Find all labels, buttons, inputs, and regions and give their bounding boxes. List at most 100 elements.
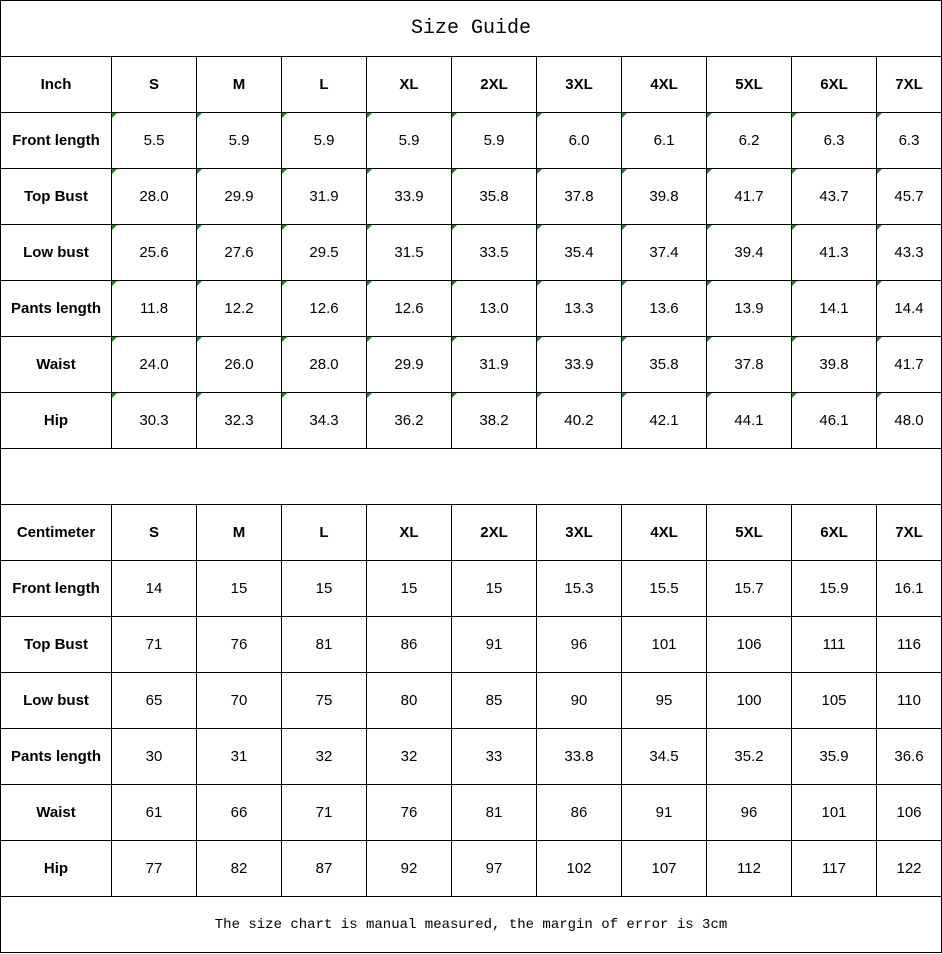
measurement-value: 35.9 [791,728,877,785]
measurement-value: 14.1 [791,280,877,337]
measurement-value: 6.3 [875,112,942,169]
table-row: Pants length 11.8 12.2 12.6 12.6 13.0 13.3 13.6… [0,280,942,337]
measurement-value: 5.9 [366,112,452,169]
measurement-value: 29.9 [196,168,282,225]
measurement-value: 46.1 [791,392,877,449]
measurement-value: 41.7 [706,168,792,225]
measurement-value: 75 [281,672,367,729]
measurement-value: 101 [621,616,707,673]
measurement-value: 39.8 [621,168,707,225]
measurement-value: 112 [706,840,792,897]
table-row: Hip 77 82 87 92 97 102 107 112 117 122 [0,840,942,897]
measurement-value: 105 [791,672,877,729]
size-header: 6XL [791,56,877,113]
size-header: S [111,504,197,561]
measurement-value: 71 [281,784,367,841]
measurement-value: 110 [875,672,942,729]
measurement-label: Pants length [0,728,112,785]
measurement-value: 13.0 [451,280,537,337]
size-header: 3XL [536,504,622,561]
measurement-value: 30 [111,728,197,785]
measurement-value: 102 [536,840,622,897]
measurement-value: 37.8 [706,336,792,393]
measurement-value: 107 [621,840,707,897]
measurement-value: 30.3 [111,392,197,449]
measurement-value: 101 [791,784,877,841]
measurement-value: 12.6 [281,280,367,337]
measurement-value: 77 [111,840,197,897]
measurement-value: 24.0 [111,336,197,393]
measurement-label: Waist [0,336,112,393]
measurement-value: 31 [196,728,282,785]
measurement-value: 35.8 [621,336,707,393]
table-row: Top Bust 28.0 29.9 31.9 33.9 35.8 37.8 39.8 41.7… [0,168,942,225]
measurement-label: Hip [0,840,112,897]
measurement-value: 5.9 [196,112,282,169]
table-row: Hip 30.3 32.3 34.3 36.2 38.2 40.2 42.1 44.1 46.1 4… [0,392,942,449]
measurement-value: 6.0 [536,112,622,169]
measurement-value: 38.2 [451,392,537,449]
size-header: XL [366,504,452,561]
size-header: 5XL [706,504,792,561]
measurement-value: 15 [366,560,452,617]
measurement-value: 15 [196,560,282,617]
measurement-value: 91 [621,784,707,841]
size-header: 4XL [621,56,707,113]
spacer-cell [0,448,942,505]
measurement-value: 40.2 [536,392,622,449]
measurement-value: 5.9 [281,112,367,169]
measurement-value: 32 [281,728,367,785]
measurement-value: 33.9 [366,168,452,225]
table-row: Waist 61 66 71 76 81 86 91 96 101 106 [0,784,942,841]
measurement-value: 61 [111,784,197,841]
measurement-value: 29.5 [281,224,367,281]
measurement-value: 15.7 [706,560,792,617]
measurement-value: 15 [281,560,367,617]
title-row: Size Guide [0,0,942,57]
size-header: XL [366,56,452,113]
measurement-value: 76 [366,784,452,841]
measurement-value: 32.3 [196,392,282,449]
measurement-value: 92 [366,840,452,897]
measurement-value: 106 [875,784,942,841]
measurement-value: 43.3 [875,224,942,281]
measurement-value: 34.3 [281,392,367,449]
measurement-value: 15.9 [791,560,877,617]
table-row: Front length 14 15 15 15 15 15.3 15.5 15.7 15.9 16… [0,560,942,617]
table-row: Top Bust 71 76 81 86 91 96 101 106 111 116 [0,616,942,673]
measurement-value: 95 [621,672,707,729]
table-row: Low bust 65 70 75 80 85 90 95 100 105 110 [0,672,942,729]
measurement-value: 13.9 [706,280,792,337]
size-header: L [281,504,367,561]
size-header: 4XL [621,504,707,561]
spacer-row [0,448,942,505]
measurement-value: 116 [875,616,942,673]
measurement-value: 44.1 [706,392,792,449]
measurement-value: 87 [281,840,367,897]
measurement-value: 5.5 [111,112,197,169]
measurement-value: 41.7 [875,336,942,393]
inch-header-row: Inch S M L XL 2XL 3XL 4XL 5XL 6XL 7XL [0,56,942,113]
measurement-value: 35.2 [706,728,792,785]
measurement-value: 31.9 [451,336,537,393]
measurement-value: 33.9 [536,336,622,393]
measurement-value: 31.9 [281,168,367,225]
size-header: 7XL [875,504,942,561]
size-header: 3XL [536,56,622,113]
measurement-value: 29.9 [366,336,452,393]
measurement-value: 96 [706,784,792,841]
measurement-value: 6.2 [706,112,792,169]
table-row: Pants length 30 31 32 32 33 33.8 34.5 35.2 35.9 36… [0,728,942,785]
table-row: Waist 24.0 26.0 28.0 29.9 31.9 33.9 35.8 37.8 39.… [0,336,942,393]
size-header: M [196,56,282,113]
measurement-value: 28.0 [111,168,197,225]
unit-label: Inch [0,56,112,113]
measurement-value: 100 [706,672,792,729]
table-row: Front length 5.5 5.9 5.9 5.9 5.9 6.0 6.1 6.2 6.3 6… [0,112,942,169]
measurement-value: 12.2 [196,280,282,337]
measurement-value: 39.8 [791,336,877,393]
measurement-value: 25.6 [111,224,197,281]
measurement-value: 13.6 [621,280,707,337]
